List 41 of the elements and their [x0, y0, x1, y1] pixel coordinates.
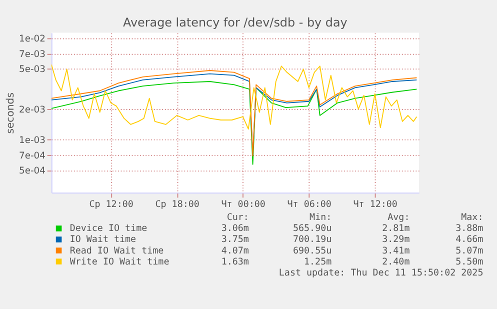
y-axis-title: seconds: [5, 92, 16, 134]
legend-label: IO Wait time: [70, 234, 136, 246]
y-tick-label: 1e-02: [19, 33, 46, 44]
y-tick-label: 7e-04: [19, 150, 46, 162]
text: 565.90u: [292, 223, 332, 234]
x-tick-label: Чт 06:00: [287, 198, 332, 210]
x-tick-label: Ср 12:00: [89, 198, 134, 210]
y-tick-label: 2e-03: [19, 104, 46, 116]
x-tick-label: Чт 12:00: [353, 198, 398, 210]
chart-title: Average latency for /dev/sdb - by day: [122, 15, 348, 30]
text: 2.81m: [382, 223, 410, 234]
legend-label: Read IO Wait time: [70, 245, 164, 256]
text: 5.50m: [456, 256, 484, 268]
y-tick-label: 1e-03: [19, 134, 46, 146]
line-series: [51, 81, 418, 165]
text: 3.29m: [382, 234, 410, 246]
text: 3.06m: [221, 223, 250, 234]
text: 1.25m: [304, 256, 332, 268]
x-tick-label: Чт 00:00: [221, 198, 266, 210]
text: 3.75m: [221, 234, 250, 246]
text: 700.19u: [292, 234, 332, 246]
text: 5.07m: [456, 245, 484, 256]
text: 4.07m: [221, 245, 250, 256]
text: 1.63m: [221, 256, 250, 268]
y-tick-label: 7e-03: [19, 49, 46, 60]
text: Min:: [310, 212, 332, 224]
y-tick-label: 5e-04: [19, 165, 46, 176]
y-tick-label: 5e-03: [19, 64, 46, 75]
text: Avg:: [388, 212, 410, 224]
text: 2.40m: [382, 256, 410, 268]
text: Max:: [461, 212, 484, 224]
text: 690.55u: [292, 245, 332, 256]
text: 3.41m: [382, 245, 410, 256]
text: 3.88m: [456, 223, 484, 234]
text: Last update: Thu Dec 11 15:50:02 2025: [278, 267, 484, 278]
text: Cur:: [226, 212, 249, 224]
text: 4.66m: [456, 234, 484, 246]
legend-label: Write IO Wait time: [70, 256, 170, 268]
legend-label: Device IO time: [70, 223, 148, 234]
line-series: [51, 64, 418, 130]
x-tick-label: Ср 18:00: [155, 198, 200, 210]
